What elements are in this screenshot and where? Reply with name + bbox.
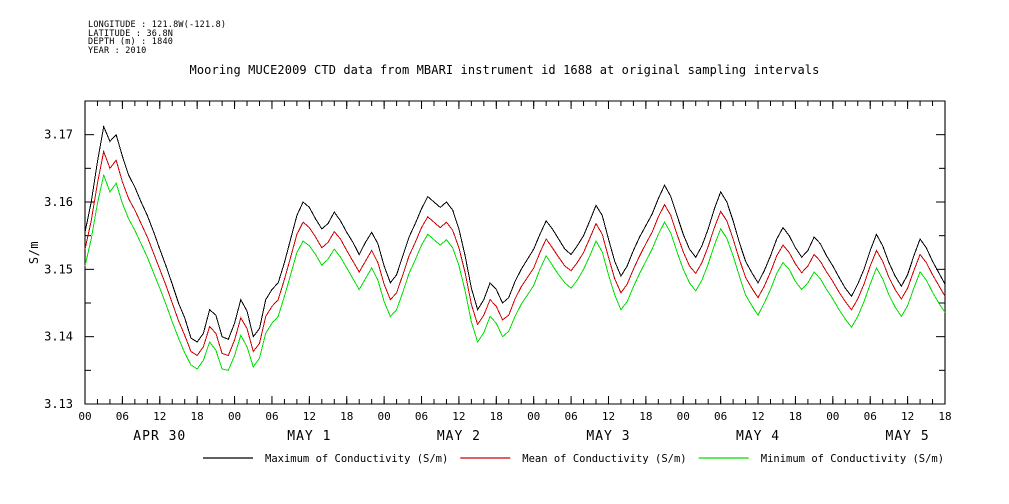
x-tick-label: 00 xyxy=(78,410,91,423)
year-label: YEAR : 2010 xyxy=(88,45,147,56)
x-tick-label: 12 xyxy=(153,410,166,423)
y-tick-label: 3.14 xyxy=(44,330,73,344)
x-day-label: MAY 2 xyxy=(437,429,481,444)
x-tick-label: 12 xyxy=(303,410,316,423)
x-day-label: APR 30 xyxy=(133,429,186,444)
x-tick-label: 18 xyxy=(191,410,204,423)
x-tick-label: 06 xyxy=(564,410,577,423)
x-tick-label: 18 xyxy=(789,410,802,423)
y-tick-label: 3.13 xyxy=(44,397,73,411)
x-tick-label: 12 xyxy=(602,410,615,423)
plot-frame xyxy=(84,100,946,405)
x-day-label: MAY 1 xyxy=(287,429,331,444)
x-tick-label: 00 xyxy=(228,410,241,423)
series-line-1 xyxy=(84,149,946,357)
station-metadata: LONGITUDE : 121.8W(-121.8) LATITUDE : 36… xyxy=(88,21,226,55)
x-tick-label: 00 xyxy=(677,410,690,423)
series-line-0 xyxy=(84,124,946,343)
x-day-label: MAY 5 xyxy=(886,429,930,444)
longitude-label: LONGITUDE : 121.8W(-121.8) xyxy=(88,20,227,30)
x-tick-label: 18 xyxy=(490,410,503,423)
x-day-label: MAY 3 xyxy=(586,429,630,444)
x-tick-label: 12 xyxy=(901,410,914,423)
x-tick-label: 12 xyxy=(751,410,764,423)
y-tick-label: 3.17 xyxy=(44,128,73,142)
x-tick-label: 00 xyxy=(826,410,839,423)
x-tick-label: 12 xyxy=(452,410,465,423)
y-axis-title: S/m xyxy=(27,241,41,264)
x-tick-label: 06 xyxy=(864,410,877,423)
x-tick-label: 06 xyxy=(116,410,129,423)
x-tick-label: 00 xyxy=(378,410,391,423)
x-tick-label: 06 xyxy=(415,410,428,423)
legend-label-0: Maximum of Conductivity (S/m) xyxy=(265,453,448,465)
x-day-label: MAY 4 xyxy=(736,429,780,444)
x-tick-label: 18 xyxy=(639,410,652,423)
x-tick-label: 18 xyxy=(340,410,353,423)
x-tick-label: 06 xyxy=(265,410,278,423)
depth-label: DEPTH (m) : 1840 xyxy=(88,37,174,48)
x-tick-label: 00 xyxy=(527,410,540,423)
y-tick-label: 3.15 xyxy=(44,262,73,276)
y-tick-label: 3.16 xyxy=(44,195,73,209)
legend-label-2: Minimum of Conductivity (S/m) xyxy=(761,453,944,465)
chart-title: Mooring MUCE2009 CTD data from MBARI ins… xyxy=(189,63,820,77)
series-line-2 xyxy=(84,173,946,371)
latitude-label: LATITUDE : 36.8N xyxy=(88,28,174,39)
x-tick-label: 18 xyxy=(938,410,951,423)
legend-label-1: Mean of Conductivity (S/m) xyxy=(522,453,686,465)
x-tick-label: 06 xyxy=(714,410,727,423)
